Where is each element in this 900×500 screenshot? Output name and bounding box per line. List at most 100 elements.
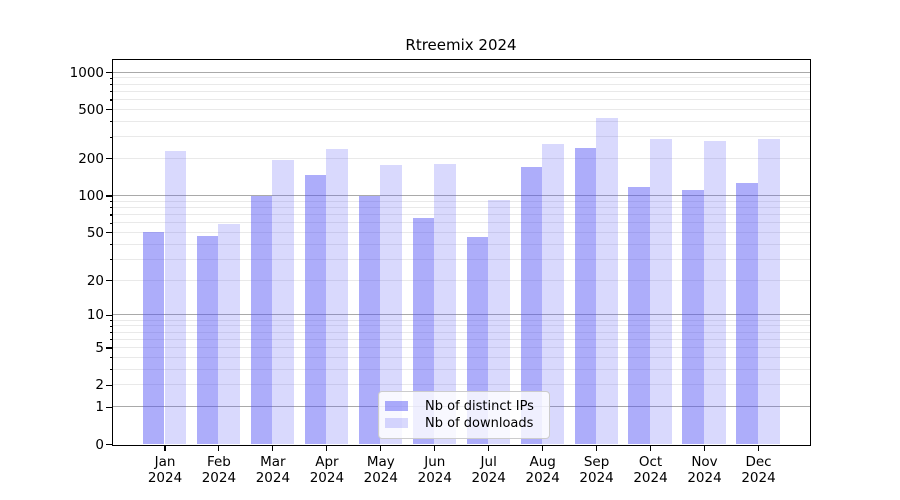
- x-tick-mark-dec: [757, 446, 760, 451]
- y-minor-tick-mark-600: [109, 99, 113, 101]
- y-minor-tick-mark-70: [109, 214, 113, 216]
- y-tick-mark-500: [106, 109, 113, 111]
- y-tick-mark-2: [106, 384, 113, 386]
- x-tick-month: Sep: [583, 454, 610, 470]
- y-minor-tick-mark-400: [109, 121, 113, 123]
- bar-nb-of-distinct-ips-apr: [304, 174, 327, 444]
- bars-layer: [113, 60, 810, 445]
- gridline-y-9: [113, 319, 810, 321]
- y-minor-tick-mark-90: [109, 201, 113, 203]
- x-tick-mark-feb: [218, 446, 220, 451]
- x-tick-label-nov: Nov 2024: [673, 454, 737, 486]
- x-tick-label-sep: Sep 2024: [565, 454, 629, 486]
- y-tick-label-1: 1: [95, 399, 104, 416]
- bar-nb-of-downloads-mar: [272, 160, 294, 444]
- gridline-y-60: [113, 222, 810, 224]
- gridline-y-1000: [113, 71, 810, 73]
- y-tick-mark-20: [106, 280, 113, 282]
- legend-label-downloads: Nb of downloads: [425, 415, 534, 431]
- y-tick-label-5: 5: [95, 340, 104, 356]
- bar-nb-of-distinct-ips-jun: [412, 217, 435, 444]
- y-minor-tick-mark-80: [109, 207, 113, 209]
- y-minor-tick-mark-60: [109, 222, 113, 224]
- gridline-y-100: [113, 195, 810, 196]
- y-tick-mark-50: [106, 232, 113, 234]
- x-tick-label-jan: Jan 2024: [133, 454, 197, 486]
- gridline-y-300: [113, 136, 810, 138]
- y-minor-tick-mark-8: [109, 325, 113, 327]
- bar-nb-of-downloads-apr: [326, 149, 348, 444]
- bar-nb-of-downloads-oct: [650, 138, 672, 444]
- y-tick-label-10: 10: [86, 307, 104, 324]
- bar-nb-of-downloads-sep: [596, 117, 618, 444]
- y-minor-tick-mark-7: [109, 331, 113, 334]
- gridline-y-80: [113, 206, 810, 208]
- gridline-y-3: [113, 368, 810, 370]
- gridline-y-500: [113, 108, 810, 110]
- y-minor-tick-mark-6: [109, 339, 113, 341]
- x-tick-year: 2024: [201, 470, 237, 486]
- gridline-y-2: [113, 384, 810, 386]
- x-tick-year: 2024: [147, 470, 183, 486]
- x-tick-label-jul: Jul 2024: [457, 454, 521, 486]
- x-tick-mark-jul: [488, 446, 490, 451]
- gridline-y-700: [113, 90, 810, 92]
- y-tick-label-50: 50: [86, 224, 104, 241]
- y-minor-tick-mark-900: [109, 77, 113, 79]
- gridline-y-7: [113, 331, 810, 333]
- x-tick-year: 2024: [687, 470, 722, 486]
- x-tick-mark-sep: [596, 446, 598, 451]
- chart-title: Rtreemix 2024: [405, 36, 517, 54]
- x-tick-month: Jul: [480, 454, 497, 470]
- bar-nb-of-distinct-ips-sep: [574, 148, 597, 444]
- gridline-y-900: [113, 77, 810, 79]
- gridline-y-30: [113, 258, 810, 260]
- x-tick-mark-jan: [164, 446, 166, 451]
- x-tick-mark-nov: [703, 446, 706, 451]
- bar-nb-of-distinct-ips-feb: [196, 235, 219, 444]
- y-tick-label-1000: 1000: [69, 64, 104, 81]
- gridline-y-4: [113, 356, 810, 358]
- bar-nb-of-distinct-ips-dec: [736, 183, 758, 444]
- y-minor-tick-mark-30: [109, 259, 113, 261]
- x-tick-label-aug: Aug 2024: [511, 454, 575, 486]
- legend-item-downloads: Nb of downloads: [385, 415, 541, 431]
- plot-area: Nb of distinct IPs Nb of downloads: [112, 59, 811, 446]
- legend: Nb of distinct IPs Nb of downloads: [378, 391, 550, 439]
- x-tick-label-apr: Apr 2024: [295, 454, 359, 486]
- bar-nb-of-downloads-may: [380, 164, 402, 444]
- gridline-y-20: [113, 279, 810, 281]
- gridline-y-70: [113, 214, 810, 215]
- gridline-y-200: [113, 157, 810, 159]
- x-tick-year: 2024: [633, 470, 668, 486]
- x-tick-label-mar: Mar 2024: [241, 454, 305, 486]
- bar-nb-of-downloads-jun: [434, 164, 456, 444]
- gridline-y-90: [113, 200, 810, 202]
- x-tick-year: 2024: [579, 470, 614, 486]
- x-tick-month: Feb: [206, 454, 231, 470]
- bar-nb-of-downloads-feb: [218, 224, 240, 444]
- x-tick-mark-aug: [542, 446, 544, 451]
- x-tick-year: 2024: [417, 470, 452, 486]
- x-tick-mark-apr: [326, 446, 328, 451]
- x-tick-mark-oct: [649, 446, 652, 451]
- x-tick-mark-may: [380, 446, 382, 451]
- y-minor-tick-mark-800: [109, 83, 113, 86]
- gridline-y-10: [113, 314, 810, 316]
- y-tick-mark-5: [106, 347, 113, 349]
- y-tick-label-2: 2: [95, 377, 104, 394]
- gridline-y-6: [113, 338, 810, 340]
- x-tick-month: Jun: [424, 454, 446, 470]
- y-minor-tick-mark-9: [109, 319, 113, 322]
- y-minor-tick-mark-300: [109, 136, 113, 138]
- x-tick-month: Dec: [745, 454, 772, 470]
- bar-nb-of-distinct-ips-may: [358, 195, 381, 444]
- y-tick-label-0: 0: [95, 436, 104, 453]
- bar-nb-of-downloads-aug: [542, 144, 564, 444]
- y-tick-mark-1: [106, 406, 113, 408]
- x-tick-month: May: [366, 454, 395, 470]
- x-tick-month: Jan: [154, 454, 176, 470]
- x-tick-month: Mar: [260, 454, 286, 470]
